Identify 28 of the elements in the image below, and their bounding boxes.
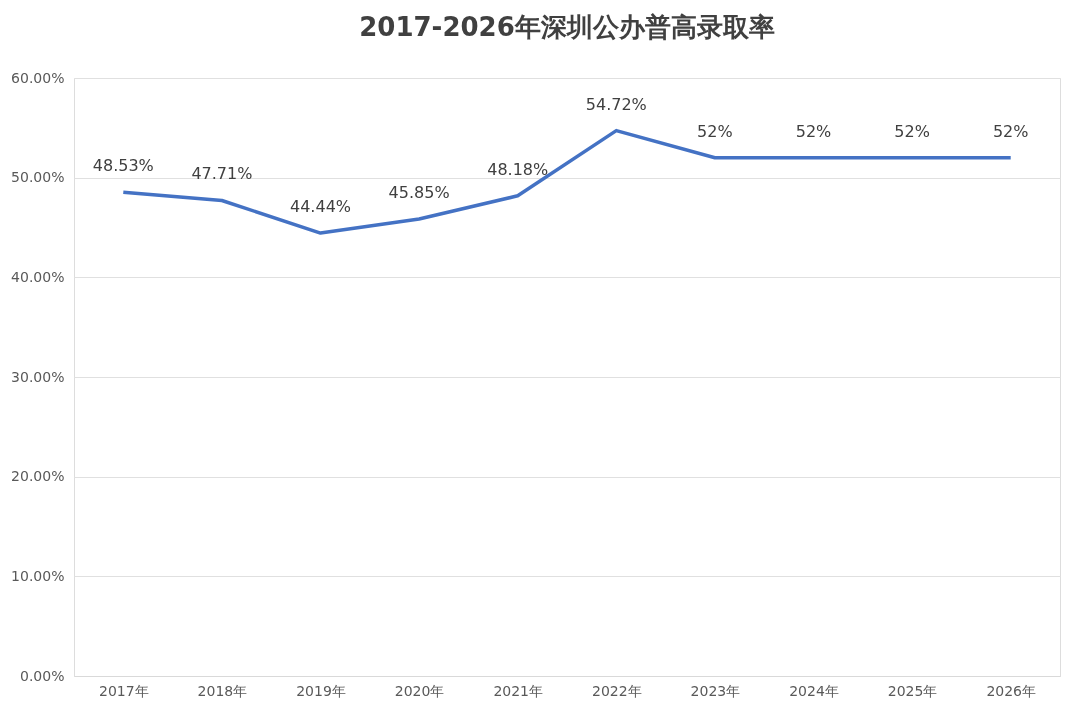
x-tick-label: 2019年	[296, 682, 346, 699]
y-tick-label: 30.00%	[11, 368, 65, 385]
x-tick-label: 2024年	[789, 682, 839, 699]
data-label: 47.71%	[191, 164, 253, 184]
x-tick-label: 2026年	[986, 682, 1037, 699]
x-tick-label: 2023年	[690, 682, 741, 699]
y-tick-label: 20.00%	[11, 468, 65, 485]
x-tick-label: 2021年	[493, 682, 544, 699]
data-label: 44.44%	[289, 197, 352, 217]
data-label: 45.85%	[388, 183, 450, 203]
y-tick-label: 10.00%	[11, 567, 65, 584]
x-tick-label: 2025年	[887, 682, 938, 699]
x-tick-label: 2020年	[394, 682, 445, 699]
x-tick-label: 2022年	[591, 682, 642, 699]
data-label: 48.18%	[487, 159, 549, 179]
y-tick-label: 50.00%	[11, 169, 65, 186]
y-tick-label: 60.00%	[11, 69, 65, 86]
data-label: 48.53%	[92, 156, 154, 176]
y-tick-label: 0.00%	[20, 667, 65, 684]
data-label: 52%	[697, 121, 733, 141]
x-tick-label: 2017年	[98, 682, 149, 699]
data-label: 54.72%	[585, 94, 647, 114]
x-tick-label: 2018年	[197, 682, 248, 699]
chart-title: 2017-2026年深圳公办普高录取率	[359, 12, 775, 42]
data-label: 52%	[992, 121, 1029, 141]
data-label: 52%	[894, 121, 930, 141]
data-label: 52%	[795, 121, 832, 141]
y-tick-label: 40.00%	[11, 268, 65, 285]
